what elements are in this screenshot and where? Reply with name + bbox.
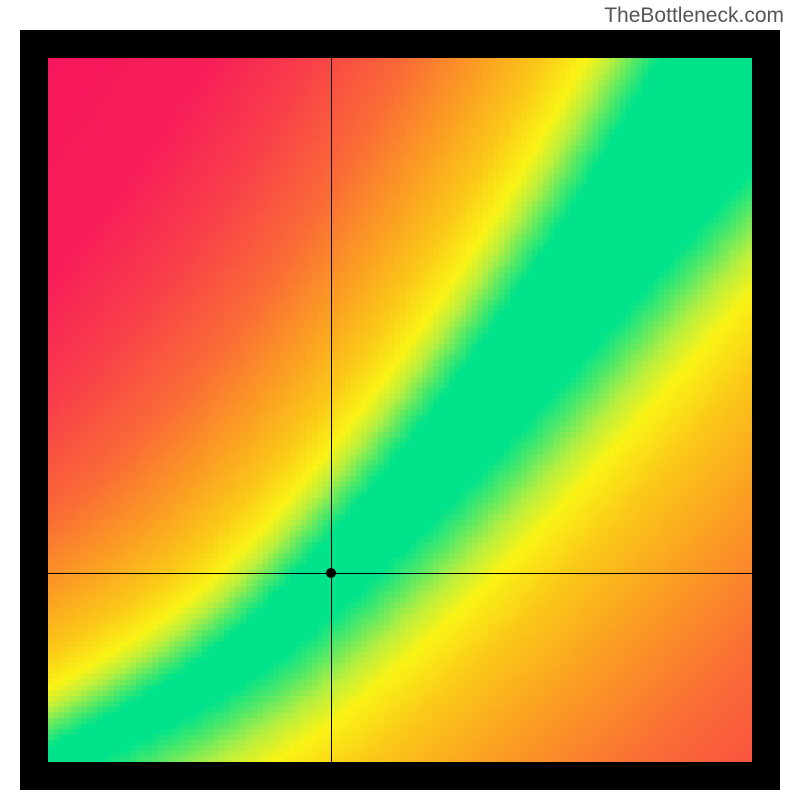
heatmap-canvas <box>48 58 752 762</box>
crosshair-vertical <box>331 58 332 762</box>
chart-frame <box>20 30 780 790</box>
chart-container: TheBottleneck.com <box>0 0 800 800</box>
watermark-text: TheBottleneck.com <box>604 4 784 28</box>
crosshair-horizontal <box>48 573 752 574</box>
crosshair-marker <box>326 568 336 578</box>
